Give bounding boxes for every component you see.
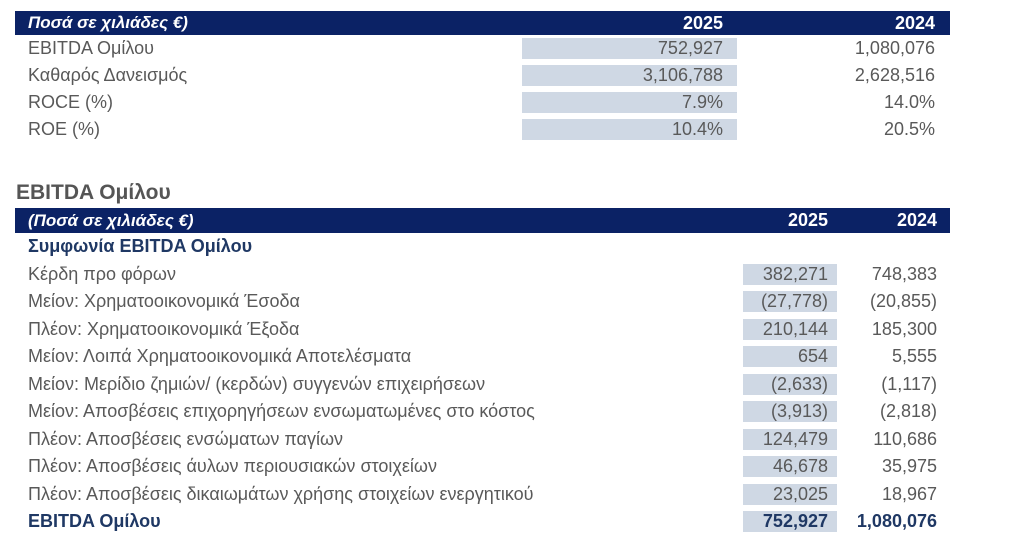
value-2024: 35,975 — [881, 456, 937, 477]
value-2025: 7.9% — [522, 92, 737, 113]
table-row-total: EBITDA Ομίλου 752,927 1,080,076 — [15, 508, 950, 536]
ebitda-col-header-2024: 2024 — [896, 210, 937, 230]
row-label: Μείον: Μερίδιο ζημιών/ (κερδών) συγγενών… — [28, 373, 486, 394]
table-row: Πλέον: Χρηματοοικονομικά Έξοδα 210,144 1… — [15, 316, 950, 344]
value-2024: 2,628,516 — [854, 65, 935, 85]
value-2025: 23,025 — [743, 483, 837, 505]
summary-table: Ποσά σε χιλιάδες €) 2025 2024 EBITDA Ομί… — [15, 11, 950, 143]
table-row: Κέρδη προ φόρων 382,271 748,383 — [15, 261, 950, 289]
value-2024: 748,383 — [871, 263, 937, 284]
table-row: Πλέον: Αποσβέσεις ενσώματων παγίων 124,4… — [15, 426, 950, 454]
table-row: Πλέον: Αποσβέσεις άυλων περιουσιακών στο… — [15, 453, 950, 481]
row-label: ROE (%) — [28, 119, 100, 139]
table-row: Μείον: Αποσβέσεις επιχορηγήσεων ενσωματω… — [15, 398, 950, 426]
ebitda-table-header-row: (Ποσά σε χιλιάδες €) 2025 2024 — [15, 208, 950, 233]
table-row: Καθαρός Δανεισμός 3,106,788 2,628,516 — [15, 62, 950, 89]
value-2025: 210,144 — [743, 318, 837, 340]
row-label: Πλέον: Αποσβέσεις άυλων περιουσιακών στο… — [28, 456, 437, 477]
summary-col-header-2025: 2025 — [682, 12, 723, 33]
ebitda-table-title: (Ποσά σε χιλιάδες €) — [28, 210, 194, 230]
value-2024: 5,555 — [891, 346, 937, 367]
row-label: ROCE (%) — [28, 92, 113, 112]
row-label: Μείον: Λοιπά Χρηματοοικονομικά Αποτελέσμ… — [28, 346, 412, 367]
table-row: ROE (%) 10.4% 20.5% — [15, 116, 950, 143]
row-label: Μείον: Χρηματοοικονομικά Έσοδα — [28, 291, 300, 312]
value-2024: (20,855) — [869, 291, 937, 312]
summary-col-header-2024: 2024 — [894, 12, 935, 33]
table-row: Μείον: Λοιπά Χρηματοοικονομικά Αποτελέσμ… — [15, 343, 950, 371]
summary-table-title: Ποσά σε χιλιάδες €) — [28, 13, 188, 32]
row-label: Καθαρός Δανεισμός — [28, 65, 188, 85]
row-label: Πλέον: Χρηματοοικονομικά Έξοδα — [28, 318, 300, 339]
value-2025: 382,271 — [743, 263, 837, 285]
value-2024: 1,080,076 — [856, 511, 937, 532]
summary-table-header-row: Ποσά σε χιλιάδες €) 2025 2024 — [15, 11, 950, 35]
value-2025: 3,106,788 — [522, 65, 737, 86]
value-2025: 46,678 — [743, 456, 837, 478]
table-row: Πλέον: Αποσβέσεις δικαιωμάτων χρήσης στο… — [15, 481, 950, 509]
value-2025: 124,479 — [743, 428, 837, 450]
value-2024: (1,117) — [881, 373, 937, 394]
ebitda-reconciliation-table: (Ποσά σε χιλιάδες €) 2025 2024 Συμφωνία … — [15, 208, 950, 536]
value-2024: 18,967 — [881, 483, 937, 504]
value-2024: 185,300 — [871, 318, 937, 339]
table-row: Συμφωνία EBITDA Ομίλου — [15, 233, 950, 261]
table-row: ROCE (%) 7.9% 14.0% — [15, 89, 950, 116]
value-2024: 14.0% — [883, 92, 935, 112]
value-2025: 654 — [743, 346, 837, 368]
row-label: EBITDA Ομίλου — [28, 511, 161, 532]
value-2024: 20.5% — [883, 119, 935, 139]
value-2025: 752,927 — [522, 38, 737, 59]
row-label: Πλέον: Αποσβέσεις ενσώματων παγίων — [28, 428, 344, 449]
row-label: Συμφωνία EBITDA Ομίλου — [28, 236, 253, 257]
value-2025: (2,633) — [743, 373, 837, 395]
row-label: Μείον: Αποσβέσεις επιχορηγήσεων ενσωματω… — [28, 401, 535, 422]
row-label: Κέρδη προ φόρων — [28, 263, 176, 284]
row-label: EBITDA Ομίλου — [28, 38, 154, 58]
row-label: Πλέον: Αποσβέσεις δικαιωμάτων χρήσης στο… — [28, 483, 534, 504]
value-2024: (2,818) — [879, 401, 937, 422]
value-2025: 10.4% — [522, 119, 737, 140]
section-title: EBITDA Ομίλου — [16, 181, 171, 204]
ebitda-col-header-2025: 2025 — [787, 210, 828, 230]
table-row: Μείον: Μερίδιο ζημιών/ (κερδών) συγγενών… — [15, 371, 950, 399]
table-row: EBITDA Ομίλου 752,927 1,080,076 — [15, 35, 950, 62]
value-2025: (27,778) — [743, 291, 837, 313]
value-2025: (3,913) — [743, 401, 837, 423]
value-2024: 110,686 — [873, 428, 937, 449]
value-2025: 752,927 — [743, 511, 837, 533]
value-2024: 1,080,076 — [854, 38, 935, 58]
table-row: Μείον: Χρηματοοικονομικά Έσοδα (27,778) … — [15, 288, 950, 316]
